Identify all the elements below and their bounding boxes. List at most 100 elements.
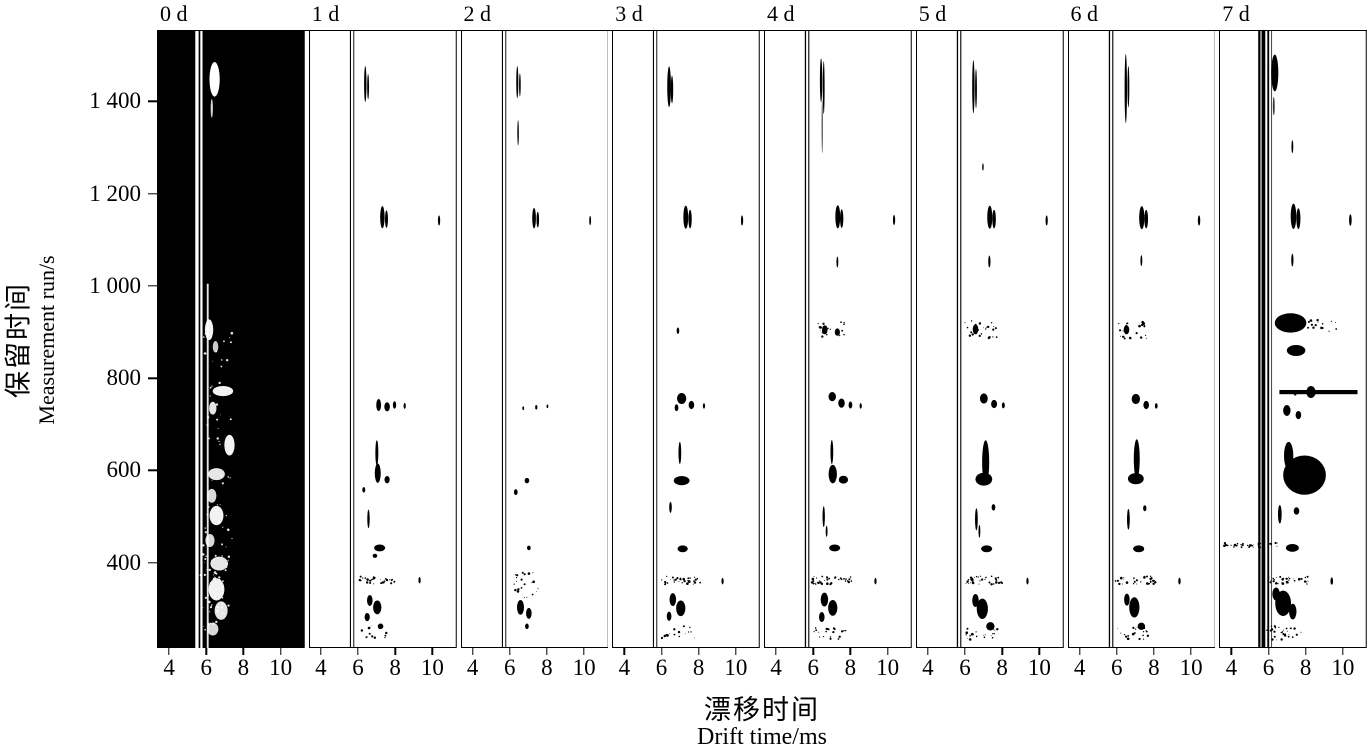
y-tick-mark	[148, 469, 157, 472]
x-tick-mark	[927, 648, 929, 655]
panel-label: 5 d	[918, 1, 947, 26]
y-tick-mark	[148, 193, 157, 195]
x-tick-label: 8	[237, 655, 250, 680]
x-ticks: 4 6 8 10	[1219, 648, 1367, 687]
x-tick-mark	[279, 648, 282, 655]
panel-label: 7 d	[1222, 1, 1250, 26]
x-tick-mark	[583, 648, 585, 655]
x-tick-label: 6	[504, 655, 516, 680]
x-tick-label: 4	[466, 655, 479, 680]
x-tick-label: 6	[200, 655, 213, 680]
x-tick-mark	[168, 648, 170, 655]
y-tick-label: 1 200	[89, 180, 141, 206]
panel-label: 3 d	[615, 1, 643, 26]
x-tick-label: 4	[770, 655, 782, 680]
panel-plot-area	[157, 30, 305, 648]
x-tick-label: 8	[541, 655, 553, 680]
x-tick-mark	[623, 648, 626, 655]
x-tick-mark	[242, 648, 245, 655]
x-axis-label-cn: 漂移时间	[704, 695, 820, 725]
panel-plot-area	[1067, 30, 1216, 648]
x-ticks: 4 6 8 10	[612, 648, 760, 687]
x-tick-label: 6	[655, 655, 668, 680]
panel-day-6: 6 d 4 6 8 10	[1067, 0, 1216, 687]
panel-day-3: 3 d 4 6 8 10	[612, 0, 760, 687]
y-tick-label: 400	[106, 549, 142, 575]
panel-plot	[308, 30, 457, 648]
x-tick-label: 4	[618, 655, 631, 680]
panel-day-7: 7 d 4 6 8 10	[1219, 0, 1367, 687]
x-tick-mark	[660, 648, 663, 655]
x-tick-mark	[812, 648, 814, 655]
x-tick-mark	[1001, 648, 1003, 655]
x-tick-label: 8	[844, 655, 857, 680]
x-tick-label: 4	[1073, 655, 1086, 680]
x-axis-label-en: Drift time/ms	[697, 724, 827, 750]
x-tick-mark	[509, 648, 511, 655]
x-ticks: 4 6 8 10	[1068, 648, 1216, 687]
x-tick-mark	[1304, 648, 1307, 655]
x-tick-mark	[849, 648, 852, 655]
y-tick-mark	[148, 377, 157, 379]
y-tick-mark	[148, 285, 157, 287]
x-tick-label: 8	[1148, 655, 1160, 680]
x-tick-mark	[1153, 648, 1155, 655]
panel-plot	[157, 30, 305, 648]
panel-day-2: 2 d 4 6 8 10	[460, 0, 609, 687]
x-tick-label: 10	[1331, 655, 1355, 680]
panel-plot	[764, 30, 912, 648]
x-tick-mark	[357, 648, 359, 655]
panel-label: 0 d	[160, 1, 188, 26]
panel-plot	[460, 30, 609, 648]
y-tick-label: 600	[106, 457, 142, 483]
x-tick-label: 6	[807, 655, 820, 680]
x-tick-label: 8	[996, 655, 1008, 680]
x-tick-label: 10	[572, 655, 596, 680]
y-axis-ticks: 400 600 800 1 000 1 200 1 400	[0, 0, 157, 687]
panel-plot	[915, 30, 1064, 648]
x-tick-label: 4	[315, 655, 327, 680]
x-tick-mark	[394, 648, 396, 655]
panel-label: 2 d	[463, 1, 492, 26]
x-tick-mark	[431, 648, 434, 655]
x-tick-mark	[320, 648, 322, 655]
panel-day-5: 5 d 4 6 8 10	[915, 0, 1064, 687]
x-tick-label: 6	[1111, 655, 1123, 680]
y-tick-mark	[148, 561, 157, 564]
x-tick-mark	[1267, 648, 1270, 655]
x-tick-mark	[1190, 648, 1192, 655]
x-tick-label: 10	[1027, 655, 1051, 680]
panel-plot-area	[1219, 30, 1367, 648]
x-tick-mark	[1078, 648, 1081, 655]
panel-label: 6 d	[1070, 1, 1099, 26]
x-tick-label: 4	[1225, 655, 1238, 680]
x-ticks: 4 6 8 10	[916, 648, 1064, 687]
x-tick-label: 10	[724, 655, 748, 680]
x-ticks: 4 6 8 10	[309, 648, 457, 687]
x-tick-mark	[697, 648, 700, 655]
x-tick-mark	[775, 648, 777, 655]
panel-plot-area	[915, 30, 1064, 648]
panel-plot-area	[612, 30, 760, 648]
y-tick-label: 800	[106, 365, 142, 391]
panel-label: 1 d	[311, 1, 340, 26]
x-tick-label: 8	[389, 655, 401, 680]
x-tick-label: 8	[692, 655, 705, 680]
x-tick-label: 4	[163, 655, 175, 680]
panel-plot	[1219, 30, 1367, 648]
panel-day-4: 4 d 4 6 8 10	[764, 0, 912, 687]
panel-day-0: 0 d 4 6 8 10	[157, 0, 305, 687]
x-tick-label: 4	[922, 655, 934, 680]
x-ticks: 4 6 8 10	[461, 648, 609, 687]
x-tick-label: 10	[1179, 655, 1203, 680]
x-tick-label: 8	[1299, 655, 1312, 680]
x-tick-label: 10	[876, 655, 900, 680]
x-tick-label: 6	[959, 655, 971, 680]
panel-day-1: 1 d 4 6 8 10	[308, 0, 457, 687]
y-tick-label: 1 000	[89, 272, 141, 298]
x-tick-mark	[205, 648, 207, 655]
x-tick-mark	[735, 648, 737, 655]
x-tick-mark	[1230, 648, 1233, 655]
x-tick-mark	[1116, 648, 1118, 655]
